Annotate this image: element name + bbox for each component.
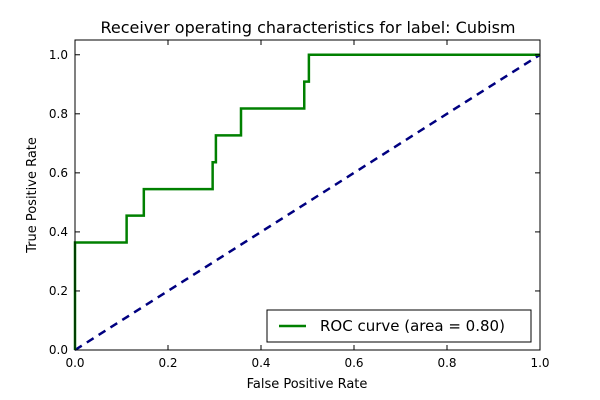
y-tick-label: 0.2 [49,284,68,298]
plot-area [73,53,541,352]
x-tick-label: 0.8 [437,356,456,370]
x-tick-label: 0.4 [251,356,270,370]
legend-label-roc: ROC curve (area = 0.80) [320,317,505,335]
y-tick-label: 1.0 [49,48,68,62]
x-tick-label: 0.0 [65,356,84,370]
x-tick-label: 1.0 [530,356,549,370]
x-tick-label: 0.6 [344,356,363,370]
chart-title: Receiver operating characteristics for l… [100,18,515,37]
y-tick-label: 0.4 [49,225,68,239]
y-tick-label: 0.8 [49,107,68,121]
y-axis-label: True Positive Rate [25,137,40,254]
x-tick-label: 0.2 [158,356,177,370]
chance-diagonal-line [74,53,541,352]
plot-frame [74,39,541,351]
y-tick-label: 0.0 [49,343,68,357]
axis-ticks: 0.0 0.2 0.4 0.6 0.8 1.0 0.0 0.2 0.4 0.6 0.8 1.0 [49,40,550,370]
legend: ROC curve (area = 0.80) [266,309,532,343]
x-axis-label: False Positive Rate [247,377,368,392]
legend-box [266,309,532,343]
roc-curve-line [73,53,540,350]
y-tick-label: 0.6 [49,166,68,180]
